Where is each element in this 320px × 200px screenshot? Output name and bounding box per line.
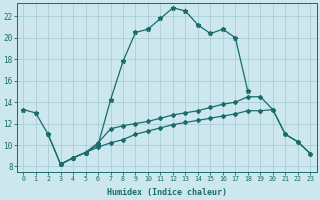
X-axis label: Humidex (Indice chaleur): Humidex (Indice chaleur) — [107, 188, 227, 197]
